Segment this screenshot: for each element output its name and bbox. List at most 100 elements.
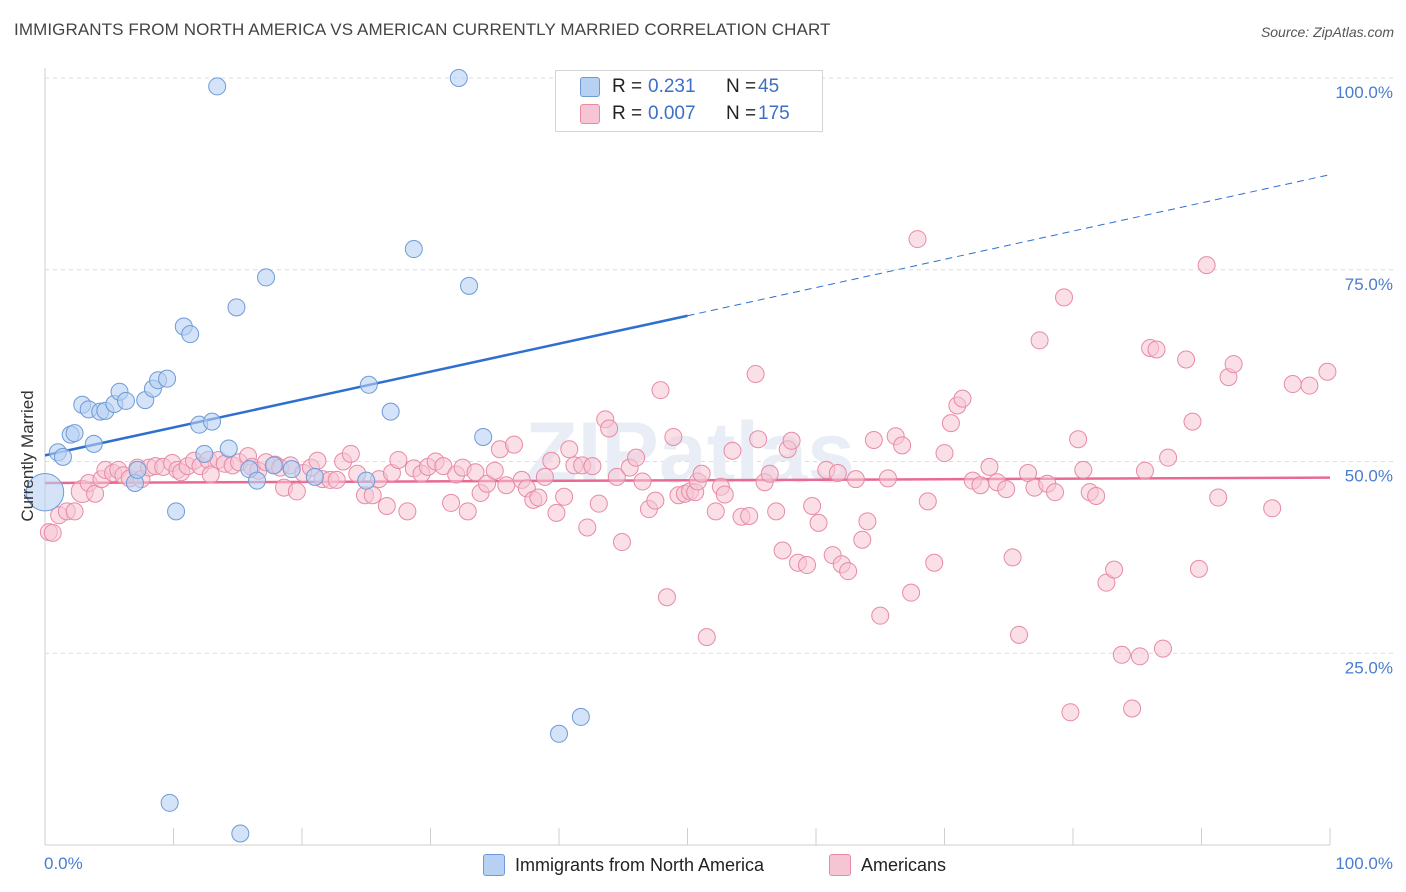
data-point-immigrants [550,724,568,743]
data-point-immigrants [227,298,246,317]
data-point-americans [664,427,683,446]
legend-r-label: R = [612,103,643,124]
data-point-americans [864,431,883,450]
data-point-americans [767,502,786,521]
data-point-americans [560,440,579,459]
data-point-americans [760,464,779,483]
data-point-immigrants [449,69,468,87]
data-point-americans [839,562,858,581]
data-point-americans [612,533,631,552]
legend-n-label: N = [726,103,757,124]
data-point-americans [1003,548,1022,567]
x-tick-label: 100.0% [1335,854,1393,873]
data-point-americans [389,450,408,469]
data-point-americans [398,502,417,521]
data-point-americans [935,444,954,463]
data-point-americans [1061,703,1080,722]
data-point-americans [798,556,817,575]
data-point-americans [1074,460,1093,479]
data-point-immigrants [208,77,227,96]
data-point-americans [497,476,516,495]
data-point-americans [607,467,626,486]
y-tick-label: 75.0% [1345,275,1393,294]
data-point-americans [535,467,554,486]
data-point-americans [1112,645,1131,664]
data-point-americans [341,444,360,463]
data-point-immigrants [195,444,214,463]
data-point-americans [902,583,921,602]
data-point-americans [1263,499,1282,518]
data-point-americans [1147,340,1166,359]
data-point-americans [858,512,877,531]
data-point-americans [651,381,670,400]
data-point-americans [706,502,725,521]
data-point-americans [740,506,759,525]
data-point-americans [505,435,524,454]
data-point-americans [1055,288,1074,307]
data-point-immigrants [305,467,324,486]
data-point-americans [1209,488,1228,507]
data-point-immigrants [116,391,135,410]
chart-title: IMMIGRANTS FROM NORTH AMERICA VS AMERICA… [14,20,831,39]
data-point-americans [583,457,602,476]
data-point-immigrants [167,502,186,521]
x-tick-labels: 0.0% 100.0% [44,854,1393,873]
legend-n-label: N = [726,76,757,97]
data-point-americans [43,523,62,542]
data-point-americans [377,496,396,515]
data-point-americans [918,492,937,511]
data-point-americans [1030,331,1049,350]
axes [44,68,1331,846]
bottom-legend-americans: Americans [829,852,946,878]
bottom-legend-label-americans: Americans [861,854,947,875]
data-point-americans [853,530,872,549]
data-point-immigrants [264,456,283,475]
data-point-americans [941,414,960,433]
data-point-immigrants [248,471,267,490]
data-point-americans [878,469,897,488]
data-point-americans [555,487,574,506]
data-point-americans [723,441,742,460]
data-point-americans [749,430,768,449]
data-point-americans [308,451,327,470]
data-point-americans [1283,375,1302,394]
data-point-immigrants [25,472,65,512]
data-point-americans [646,491,665,510]
data-point-americans [578,518,597,537]
data-point-americans [1183,412,1202,431]
data-point-immigrants [474,427,493,446]
data-point-immigrants [460,276,479,295]
data-point-americans [201,465,220,484]
data-point-americans [287,482,306,501]
data-point-americans [997,480,1016,499]
data-point-americans [828,464,847,483]
data-point-americans [1046,483,1065,502]
legend-swatch-pink [580,104,600,124]
data-point-americans [893,436,912,455]
bottom-legend-swatch-pink [829,854,851,876]
data-point-immigrants [357,471,376,490]
data-point-americans [529,488,548,507]
data-point-immigrants [158,369,177,388]
legend-n-value: 45 [758,76,780,97]
legend-r-value: 0.231 [648,76,696,97]
data-point-immigrants [381,402,400,421]
data-point-immigrants [181,325,200,344]
data-point-immigrants [404,240,423,259]
bottom-legend-immigrants: Immigrants from North America [483,852,764,878]
data-point-americans [980,457,999,476]
data-point-americans [1105,560,1124,579]
data-point-americans [1177,350,1196,369]
data-point-americans [871,606,890,625]
legend-n-value: 175 [758,103,790,124]
data-point-americans [485,461,504,480]
data-point-americans [1197,256,1216,275]
data-point-americans [908,230,927,249]
data-point-americans [458,502,477,521]
data-point-americans [1159,448,1178,467]
data-point-americans [1010,625,1029,644]
y-tick-labels: 25.0% 50.0% 75.0% 100.0% [1335,83,1393,677]
data-point-americans [809,513,828,532]
data-point-immigrants [231,824,250,843]
